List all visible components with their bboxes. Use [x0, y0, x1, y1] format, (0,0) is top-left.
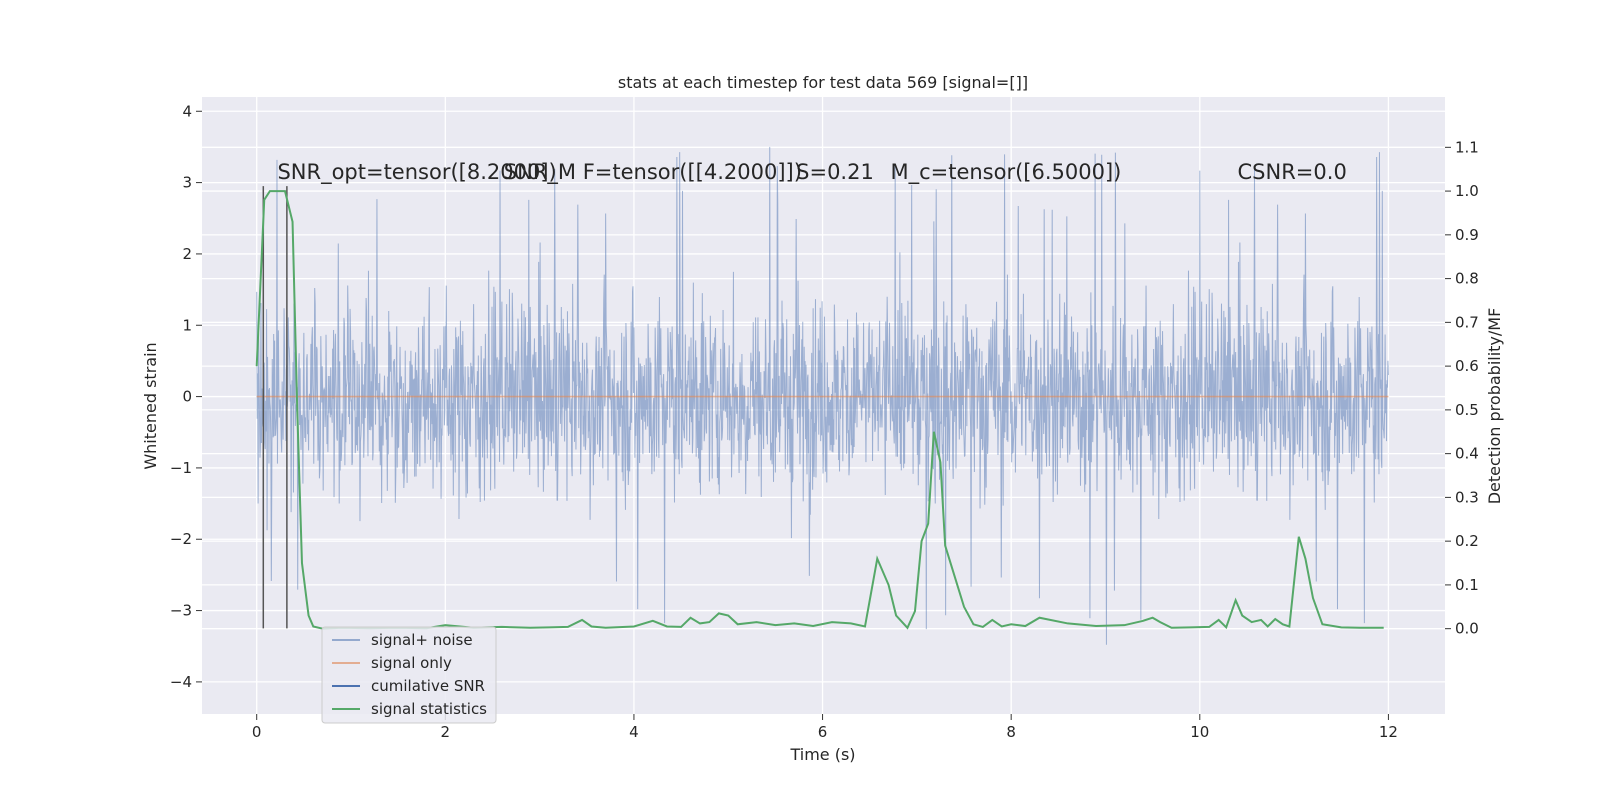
y-tick-label: −2: [170, 530, 192, 548]
y-tick-label: 2: [182, 245, 192, 263]
legend: signal+ noise signal only cumilative SNR…: [321, 626, 497, 724]
annotation-csnr: CSNR=0.0: [1238, 160, 1347, 184]
y-tick-label: 0: [182, 388, 192, 406]
x-tick-label: 10: [1190, 723, 1209, 741]
x-tick-label: 2: [441, 723, 451, 741]
legend-label-signal-only: signal only: [371, 654, 452, 672]
y2-tick-label: 0.8: [1455, 270, 1479, 288]
y2-tick-label: 0.0: [1455, 620, 1479, 638]
signal-plus-noise-line: [256, 146, 1389, 645]
legend-box: [321, 626, 497, 724]
y-tick-label: 4: [182, 102, 192, 120]
y-tick-label: −4: [170, 673, 192, 691]
y2-tick-label: 0.7: [1455, 313, 1479, 331]
annotation-snr-opt: SNR_opt=tensor([8.2000]): [277, 160, 556, 185]
y2-tick-label: 0.3: [1455, 488, 1479, 506]
legend-label-signal-statistics: signal statistics: [371, 700, 487, 718]
x-tick-label: 4: [629, 723, 639, 741]
series-signal-plus-noise: [256, 146, 1389, 645]
legend-label-cumilative-snr: cumilative SNR: [371, 677, 485, 695]
x-tick-label: 0: [252, 723, 262, 741]
x-tick-label: 12: [1379, 723, 1398, 741]
y2-tick-label: 0.5: [1455, 401, 1479, 419]
y-tick-label: 3: [182, 174, 192, 192]
y-tick-label: −3: [170, 602, 192, 620]
x-tick-label: 6: [818, 723, 828, 741]
y2-tick-label: 0.4: [1455, 445, 1479, 463]
y2-tick-label: 0.1: [1455, 576, 1479, 594]
axes: 0 2 4 6 8 10 12−4−3−2−1012340.00.10.20.30.40.5…: [170, 102, 1479, 741]
x-axis-label: Time (s): [789, 745, 855, 764]
legend-label-signal-plus-noise: signal+ noise: [371, 631, 473, 649]
y2-tick-label: 0.9: [1455, 226, 1479, 244]
chart-title: stats at each timestep for test data 569…: [618, 73, 1028, 92]
annotation-snr-mf: SNR_M F=tensor([[4.2000]]): [504, 160, 802, 185]
y-tick-label: 1: [182, 316, 192, 334]
annotations: SNR_opt=tensor([8.2000])SNR_M F=tensor([…: [277, 160, 1346, 185]
y2-tick-label: 1.1: [1455, 138, 1479, 156]
x-tick-label: 8: [1006, 723, 1016, 741]
y2-axis-label: Detection probability/MF: [1485, 308, 1504, 505]
y-tick-label: −1: [170, 459, 192, 477]
y2-tick-label: 1.0: [1455, 182, 1479, 200]
annotation-chirp-mass: M_c=tensor([6.5000]): [890, 160, 1121, 185]
y2-tick-label: 0.2: [1455, 532, 1479, 550]
y-axis-label: Whitened strain: [141, 342, 160, 469]
y2-tick-label: 0.6: [1455, 357, 1479, 375]
annotation-spin: S=0.21: [796, 160, 874, 184]
